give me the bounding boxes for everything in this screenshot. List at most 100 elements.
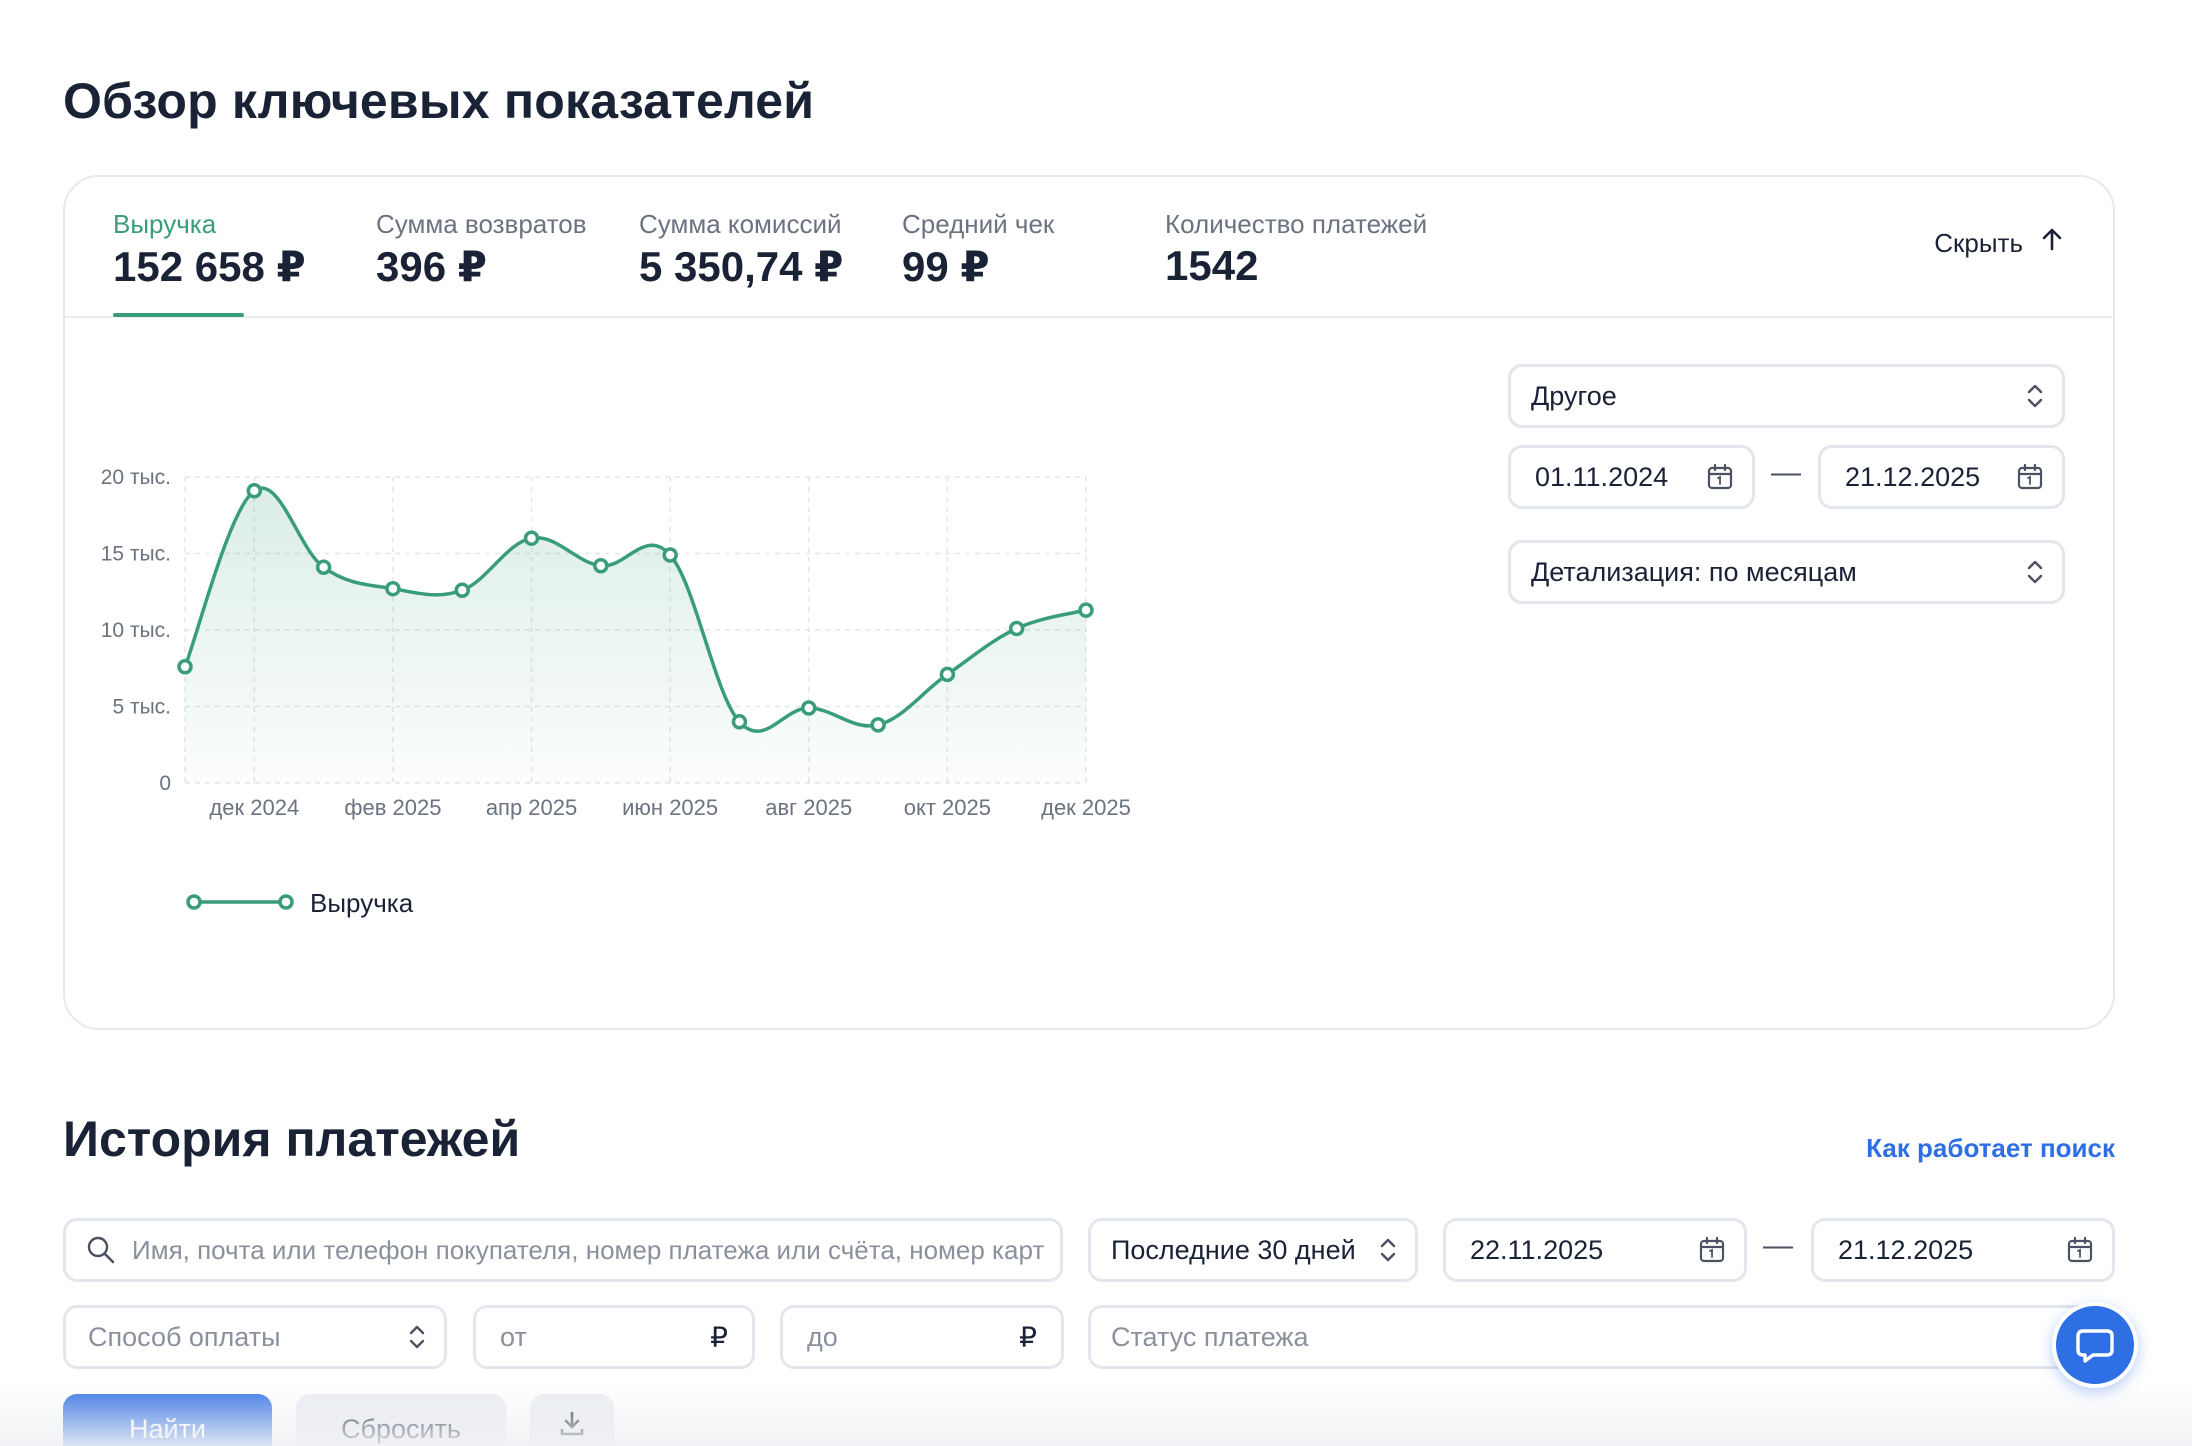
chat-button[interactable] <box>2052 1302 2138 1388</box>
legend-label: Выручка <box>310 888 414 918</box>
data-point[interactable] <box>593 557 609 574</box>
chevron-updown-icon <box>408 1323 426 1351</box>
page-title: Обзор ключевых показателей <box>63 73 815 129</box>
data-point[interactable] <box>1078 602 1094 618</box>
ruble-icon: ₽ <box>710 1321 728 1353</box>
chart-date-from-value: 01.11.2024 <box>1535 461 1669 492</box>
y-tick-label: 5 тыс. <box>112 696 171 719</box>
payments-date-from-field[interactable]: 22.11.2025 <box>1443 1218 1747 1282</box>
search-placeholder: Имя, почта или телефон покупателя, номер… <box>132 1234 1045 1265</box>
y-tick-label: 0 <box>159 772 171 795</box>
calendar-icon <box>2066 1236 2094 1264</box>
x-tick-label: дек 2024 <box>209 795 299 820</box>
chat-icon <box>2073 1323 2117 1367</box>
legend-marker <box>186 894 202 910</box>
amount-to-placeholder: до <box>807 1321 838 1352</box>
tab-label: Сумма комиссий <box>639 209 842 239</box>
chart-date-to-value: 21.12.2025 <box>1845 461 1981 492</box>
amount-from-input[interactable]: от ₽ <box>473 1305 755 1369</box>
legend-marker <box>278 894 294 910</box>
data-point[interactable] <box>315 559 332 576</box>
payment-status-select[interactable]: Статус платежа <box>1088 1305 2115 1369</box>
active-tab-indicator <box>113 313 244 317</box>
amount-to-input[interactable]: до ₽ <box>780 1305 1064 1369</box>
x-tick-label: авг 2025 <box>765 795 852 820</box>
hide-label: Скрыть <box>1934 228 2023 258</box>
tab-value: 152 658 ₽ <box>113 243 306 290</box>
data-point[interactable] <box>1008 620 1025 637</box>
x-tick-label: окт 2025 <box>904 795 991 820</box>
calendar-icon <box>2016 463 2044 491</box>
calendar-icon <box>1698 1236 1726 1264</box>
data-point[interactable] <box>870 717 886 733</box>
chart-date-to-field[interactable]: 21.12.2025 <box>1818 445 2065 509</box>
detail-select-value: Детализация: по месяцам <box>1531 556 1857 587</box>
section-title: История платежей <box>63 1111 521 1167</box>
ruble-icon: ₽ <box>1019 1321 1037 1353</box>
payments-date-to-value: 21.12.2025 <box>1838 1234 1974 1265</box>
series-line <box>183 486 1087 733</box>
reset-button[interactable]: Сбросить <box>296 1394 506 1446</box>
data-point[interactable] <box>731 714 748 730</box>
x-tick-label: апр 2025 <box>486 795 577 820</box>
chevron-updown-icon <box>2026 382 2044 410</box>
payments-date-to-field[interactable]: 21.12.2025 <box>1811 1218 2115 1282</box>
tab-commissions[interactable]: Сумма комиссий 5 350,74 ₽ <box>639 209 843 291</box>
arrow-up-icon <box>2039 227 2065 260</box>
revenue-chart: 0 5 тыс. 10 тыс. 15 тыс. 20 тыс. дек 2024 фев … <box>101 466 1131 918</box>
y-tick-label: 15 тыс. <box>101 543 171 566</box>
metric-tabs: Выручка 152 658 ₽ Сумма возвратов 396 ₽ … <box>65 177 2113 318</box>
amount-from-placeholder: от <box>500 1321 527 1352</box>
period-select[interactable]: Другое <box>1508 364 2065 428</box>
data-point[interactable] <box>385 580 401 597</box>
data-point[interactable] <box>523 530 540 546</box>
payments-date-from-value: 22.11.2025 <box>1470 1234 1604 1265</box>
x-tick-label: дек 2025 <box>1041 795 1131 820</box>
data-point[interactable] <box>939 666 956 683</box>
tab-label: Средний чек <box>902 209 1055 239</box>
tab-refunds[interactable]: Сумма возвратов 396 ₽ <box>376 209 587 291</box>
x-tick-label: фев 2025 <box>344 795 441 820</box>
search-icon <box>86 1235 116 1265</box>
tab-label: Выручка <box>113 209 217 239</box>
find-button[interactable]: Найти <box>63 1394 272 1446</box>
x-tick-label: июн 2025 <box>622 795 718 820</box>
tab-payments-count[interactable]: Количество платежей 1542 <box>1165 209 1427 290</box>
tab-value: 5 350,74 ₽ <box>639 243 844 290</box>
chart-legend: Выручка <box>186 888 414 918</box>
y-tick-label: 20 тыс. <box>101 466 171 489</box>
series-area <box>185 488 1086 783</box>
search-input[interactable]: Имя, почта или телефон покупателя, номер… <box>63 1218 1063 1282</box>
period-filter-select[interactable]: Последние 30 дней <box>1088 1218 1418 1282</box>
detail-select[interactable]: Детализация: по месяцам <box>1508 540 2065 604</box>
date-separator: — <box>1771 456 1801 489</box>
metrics-card: Выручка 152 658 ₽ Сумма возвратов 396 ₽ … <box>63 175 2115 1030</box>
period-filter-value: Последние 30 дней <box>1111 1234 1356 1265</box>
tab-value: 1542 <box>1165 242 1259 289</box>
calendar-icon <box>1706 463 1734 491</box>
payment-method-select[interactable]: Способ оплаты <box>63 1305 447 1369</box>
period-select-value: Другое <box>1531 380 1617 411</box>
tab-value: 99 ₽ <box>902 243 990 290</box>
chevron-updown-icon <box>1379 1236 1397 1264</box>
search-help-link[interactable]: Как работает поиск <box>1866 1133 2115 1163</box>
chart-date-from-field[interactable]: 01.11.2024 <box>1508 445 1755 509</box>
y-tick-label: 10 тыс. <box>101 619 171 642</box>
data-point[interactable] <box>177 658 193 675</box>
data-point[interactable] <box>246 483 263 499</box>
download-button[interactable] <box>530 1394 614 1446</box>
data-point[interactable] <box>662 547 678 563</box>
tab-average-check[interactable]: Средний чек 99 ₽ <box>902 209 1054 291</box>
tab-value: 396 ₽ <box>376 243 487 290</box>
date-separator: — <box>1763 1229 1793 1262</box>
payment-status-placeholder: Статус платежа <box>1111 1321 1309 1352</box>
data-point[interactable] <box>454 582 470 598</box>
data-point[interactable] <box>801 700 817 716</box>
payment-method-placeholder: Способ оплаты <box>88 1321 281 1352</box>
chevron-updown-icon <box>2026 558 2044 586</box>
hide-button[interactable]: Скрыть <box>1934 227 2065 260</box>
tab-label: Сумма возвратов <box>376 209 587 239</box>
tab-revenue[interactable]: Выручка 152 658 ₽ <box>113 209 306 291</box>
tab-label: Количество платежей <box>1165 209 1428 239</box>
download-icon <box>558 1410 586 1438</box>
